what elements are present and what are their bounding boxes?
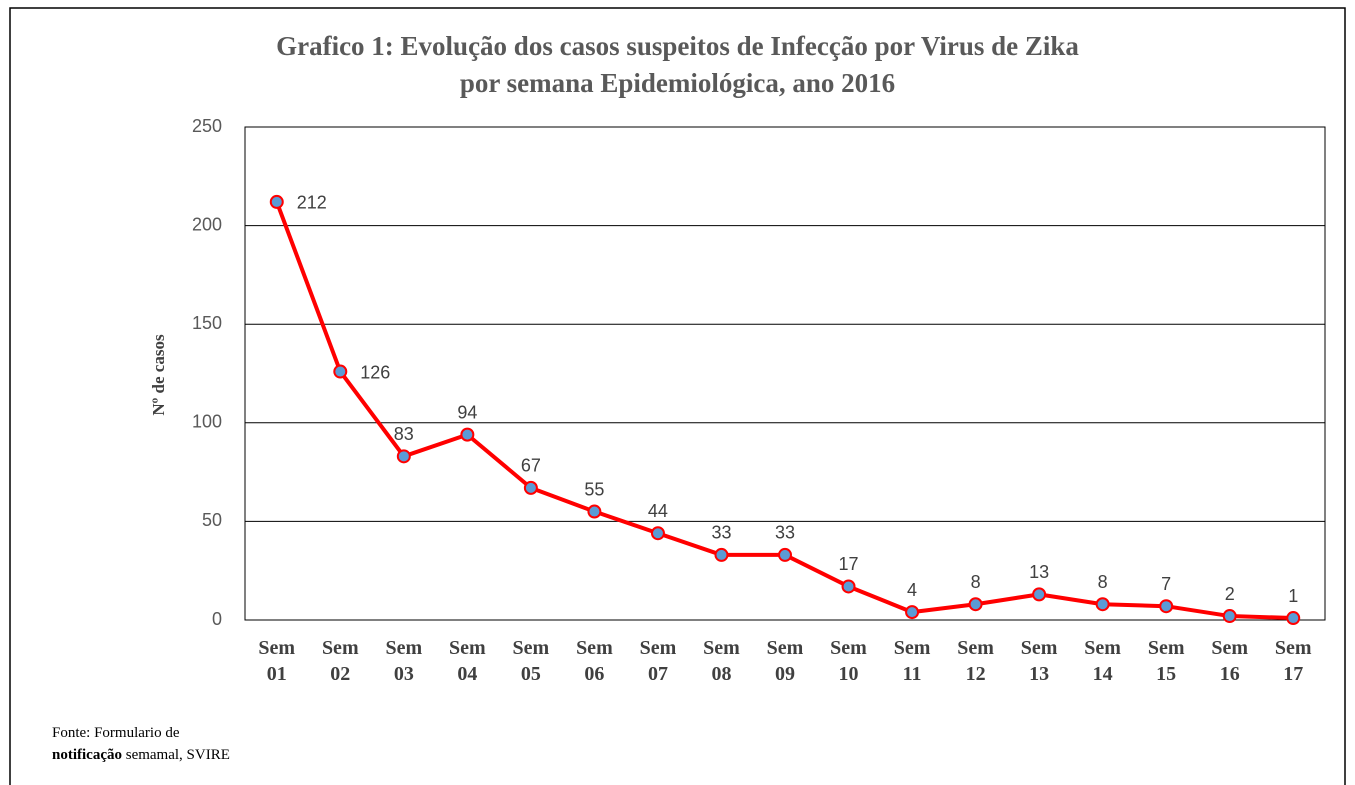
marker: [1032, 587, 1047, 602]
chart-title: Grafico 1: Evolução dos casos suspeitos …: [276, 31, 1079, 98]
x-tick-label: Sem 10: [830, 637, 867, 685]
data-label: 1: [1288, 586, 1298, 606]
x-tick-label: Sem 04: [449, 637, 486, 685]
source-text: semamal, SVIRE: [125, 747, 230, 763]
y-axis-label: Nº de casos: [149, 334, 168, 416]
data-label: 94: [457, 402, 477, 422]
marker: [968, 597, 983, 612]
marker: [396, 449, 411, 464]
marker: [523, 480, 538, 495]
marker: [1286, 611, 1301, 626]
marker: [1222, 609, 1237, 624]
plot-area: [244, 126, 1326, 621]
data-label: 33: [775, 523, 795, 543]
marker: [714, 547, 729, 562]
data-label: 126: [360, 362, 390, 382]
data-label: 83: [394, 424, 414, 444]
source: Fonte: Formulario de notificação semamal,…: [52, 722, 230, 766]
source-text: Fonte: Formulario de: [52, 725, 180, 741]
x-tick-label: Sem 08: [703, 637, 740, 685]
data-label: 33: [711, 523, 731, 543]
x-tick-label: Sem 16: [1211, 637, 1249, 685]
data-label: 212: [297, 193, 327, 213]
x-tick-label: Sem 06: [576, 637, 613, 685]
frame: [9, 7, 1346, 785]
data-label: 55: [584, 479, 604, 499]
marker: [650, 526, 665, 541]
y-tick-label: 150: [192, 313, 222, 333]
x-tick-label: Sem 03: [385, 637, 423, 685]
data-label: 4: [907, 580, 917, 600]
marker: [269, 194, 284, 209]
data-label: 13: [1029, 562, 1049, 582]
y-tick-label: 250: [192, 116, 222, 136]
marker: [333, 364, 348, 379]
data-label: 8: [971, 572, 981, 592]
data-label: 67: [521, 456, 541, 476]
y-tick-label: 0: [212, 609, 222, 629]
data-label: 8: [1098, 572, 1108, 592]
x-tick-label: Sem 17: [1274, 637, 1312, 685]
marker: [778, 547, 792, 562]
x-tick-label: Sem 13: [1020, 637, 1058, 685]
x-tick-label: Sem 09: [766, 637, 804, 685]
marker: [587, 504, 602, 519]
x-tick-label: Sem 05: [512, 637, 550, 685]
y-tick-label: 100: [192, 412, 222, 432]
marker: [1095, 597, 1110, 612]
marker: [905, 605, 920, 620]
marker: [841, 579, 856, 594]
data-label: 44: [648, 501, 668, 521]
x-tick-label: Sem 01: [258, 637, 296, 685]
marker: [460, 427, 475, 442]
y-tick-label: 50: [202, 510, 222, 530]
x-tick-label: Sem 14: [1084, 637, 1121, 685]
marker: [1159, 599, 1174, 614]
x-tick-label: Sem 11: [893, 637, 931, 685]
source-bold: notificação: [52, 747, 122, 763]
data-label: 2: [1225, 584, 1235, 604]
x-tick-label: Sem 12: [957, 637, 994, 685]
x-tick-label: Sem 15: [1147, 637, 1185, 685]
data-label: 7: [1161, 574, 1171, 594]
x-tick-label: Sem 02: [321, 637, 359, 685]
y-tick-label: 200: [192, 214, 222, 234]
data-label: 17: [839, 554, 859, 574]
x-tick-label: Sem 07: [639, 637, 677, 685]
